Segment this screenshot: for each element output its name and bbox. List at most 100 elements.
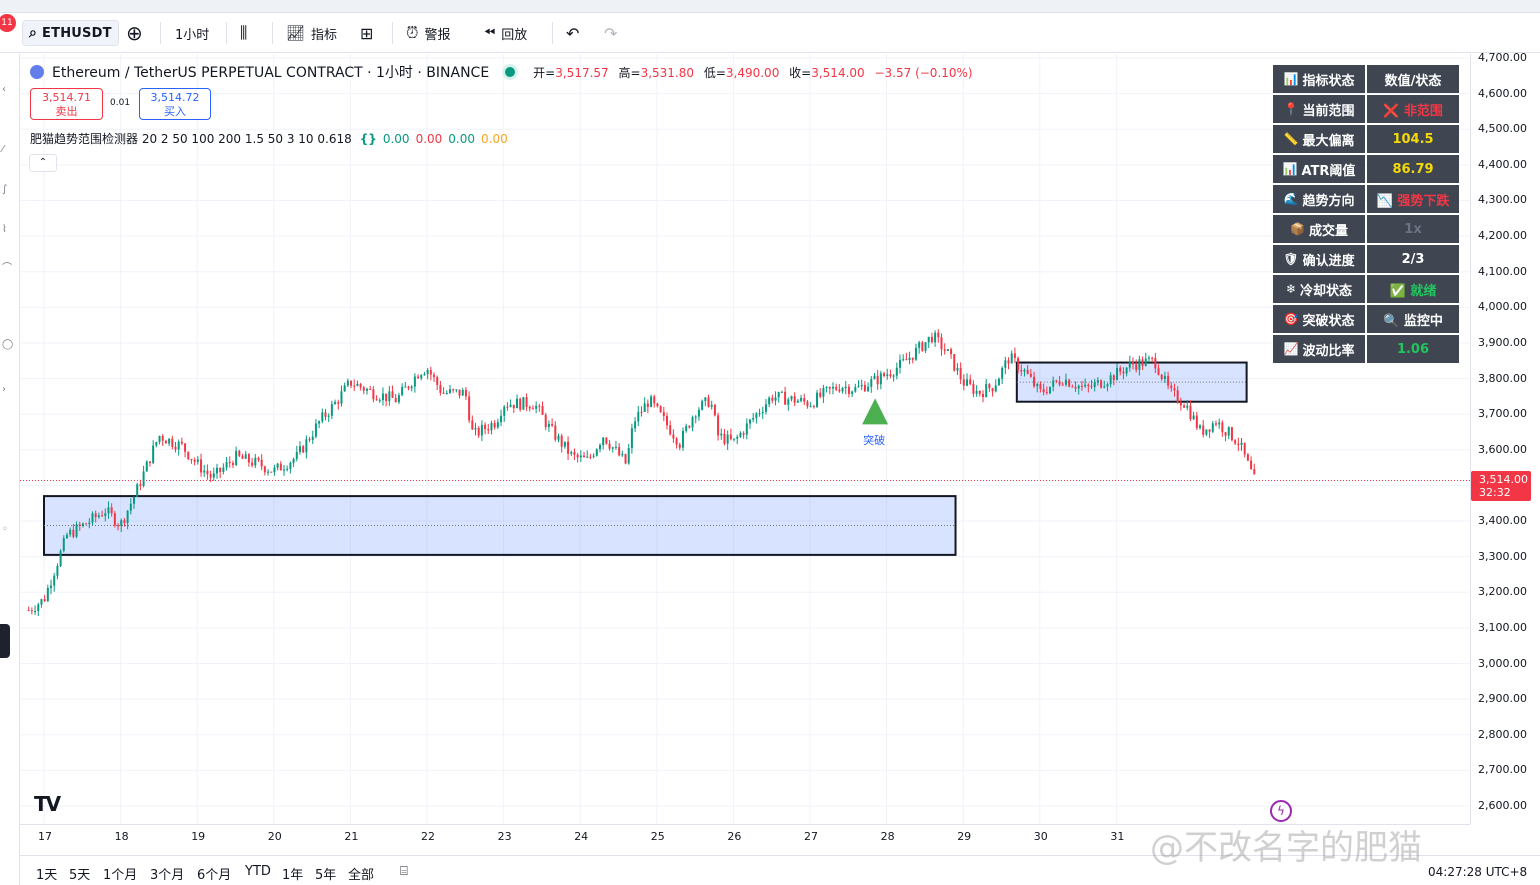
candle-body bbox=[1064, 379, 1067, 385]
undo-button[interactable]: ↶ bbox=[566, 20, 579, 46]
candle-body bbox=[1023, 369, 1026, 372]
tool-lock-button[interactable] bbox=[0, 624, 10, 658]
compare-add-button[interactable]: ⊕ bbox=[126, 20, 143, 46]
candle-body bbox=[452, 389, 455, 391]
range-button[interactable]: 3个月 bbox=[150, 868, 185, 883]
candle-body bbox=[62, 537, 65, 551]
candle-body bbox=[1013, 353, 1016, 358]
candle-body bbox=[643, 403, 646, 412]
tool-brush-icon[interactable]: ⌒ bbox=[2, 263, 12, 274]
header-right: 数值/状态 bbox=[1367, 65, 1459, 93]
candle-body bbox=[314, 423, 317, 437]
candle-body bbox=[688, 425, 691, 428]
range-button[interactable]: 1个月 bbox=[103, 868, 138, 883]
tool-magnet-icon[interactable]: ◦ bbox=[2, 524, 8, 535]
candle-body bbox=[30, 610, 33, 612]
candle-body bbox=[694, 416, 697, 418]
tool-trendline-icon[interactable]: ⁄ bbox=[2, 144, 4, 155]
chart-type-button[interactable]: ⫼ bbox=[240, 20, 247, 46]
candle-body bbox=[53, 575, 56, 586]
candle-body bbox=[1084, 384, 1087, 387]
candle-body bbox=[203, 470, 206, 473]
status-value: 104.5 bbox=[1367, 125, 1459, 153]
candle-body bbox=[627, 448, 630, 464]
interval-button[interactable]: 1小时 bbox=[175, 27, 210, 43]
tool-zoom-icon[interactable]: › bbox=[2, 384, 6, 395]
goto-date-button[interactable]: ⌸ bbox=[400, 864, 408, 879]
collapse-legend-button[interactable]: ⌃ bbox=[29, 154, 57, 172]
candle-body bbox=[1100, 380, 1103, 388]
candle-body bbox=[1154, 358, 1157, 369]
status-row: 📍 当前范围 ❌ 非范围 bbox=[1272, 94, 1460, 124]
range-button[interactable]: YTD bbox=[245, 864, 271, 879]
tool-crosshair-icon[interactable]: ‹ bbox=[2, 84, 6, 95]
candle-body bbox=[1163, 375, 1166, 380]
candle-body bbox=[196, 459, 199, 462]
toolbar-separator bbox=[160, 22, 161, 44]
status-label-text: 最大偏离 bbox=[1302, 133, 1355, 149]
time-tick-label: 26 bbox=[727, 830, 742, 843]
alerts-button[interactable]: ⏰︎ 警报 bbox=[406, 20, 451, 46]
candle-body bbox=[659, 406, 662, 413]
candle-body bbox=[1211, 423, 1214, 432]
market-status-dot[interactable] bbox=[505, 67, 516, 77]
candle-body bbox=[991, 388, 994, 392]
indicator-legend[interactable]: 肥猫趋势范围检测器 20 2 50 100 200 1.5 50 3 10 0.… bbox=[30, 130, 508, 147]
candle-body bbox=[117, 525, 120, 527]
candle-body bbox=[394, 397, 397, 403]
candle-body bbox=[404, 386, 407, 388]
clock[interactable]: 04:27:28 UTC+8 bbox=[1428, 865, 1528, 879]
price-chart-canvas[interactable] bbox=[20, 54, 1470, 824]
sell-button[interactable]: 3,514.71 卖出 bbox=[30, 88, 103, 120]
top-toolbar: ⌕ ETHUSDT ⊕ 1小时 ⫼ 📈︎ 指标 ⊞ ⏰︎ 警报 ⏪︎ 回放 ↶ … bbox=[0, 13, 1540, 53]
templates-button[interactable]: ⊞ bbox=[360, 20, 373, 46]
symbol-search-button[interactable]: ⌕ ETHUSDT bbox=[22, 20, 119, 46]
legend-title[interactable]: Ethereum / TetherUS PERPETUAL CONTRACT ·… bbox=[52, 65, 490, 81]
range-button[interactable]: 6个月 bbox=[197, 868, 232, 883]
low-value: 3,490.00 bbox=[725, 65, 780, 80]
candle-body bbox=[816, 392, 819, 407]
candle-body bbox=[1218, 422, 1221, 425]
candle-body bbox=[464, 389, 467, 397]
candle-body bbox=[276, 463, 279, 468]
range-button[interactable]: 全部 bbox=[348, 868, 375, 883]
candle-body bbox=[46, 587, 49, 602]
candle-body bbox=[94, 513, 97, 518]
time-tick-label: 27 bbox=[804, 830, 818, 843]
price-tick-label: 3,400.00 bbox=[1478, 514, 1527, 528]
redo-button[interactable]: ↷ bbox=[604, 20, 617, 46]
tradingview-logo[interactable]: TV bbox=[34, 792, 61, 816]
candle-body bbox=[187, 451, 190, 460]
candle-body bbox=[1214, 423, 1217, 425]
candle-body bbox=[978, 390, 981, 394]
candle-body bbox=[1001, 367, 1004, 379]
candles-icon: ⫼ bbox=[240, 23, 248, 42]
buy-button[interactable]: 3,514.72 买入 bbox=[139, 88, 211, 120]
range-button[interactable]: 1天 bbox=[36, 868, 58, 883]
candle-body bbox=[378, 400, 381, 402]
replay-button[interactable]: ⏪︎ 回放 bbox=[484, 20, 527, 46]
range-button[interactable]: 5天 bbox=[69, 868, 91, 883]
indicators-button[interactable]: 📈︎ 指标 bbox=[286, 20, 337, 46]
notification-badge[interactable]: 11 bbox=[0, 14, 16, 32]
source-code-icon[interactable]: {} bbox=[359, 131, 377, 146]
candle-body bbox=[704, 397, 707, 401]
tool-fib-icon[interactable]: ∫ bbox=[2, 184, 8, 195]
candle-body bbox=[391, 391, 394, 398]
candle-body bbox=[209, 474, 212, 478]
candle-body bbox=[902, 359, 905, 361]
tool-pattern-icon[interactable]: ⌇ bbox=[2, 224, 7, 235]
range-button[interactable]: 1年 bbox=[282, 868, 304, 883]
candle-body bbox=[605, 437, 608, 444]
candle-body bbox=[1029, 373, 1032, 377]
status-row: 🎯 突破状态 🔍 监控中 bbox=[1272, 304, 1460, 334]
plus-circle-icon: ⊕ bbox=[126, 21, 143, 45]
left-drawing-toolbar: ‹ ⁄ ∫ ⌇ ⌒ ◯ › ◦ bbox=[0, 54, 20, 885]
lightning-icon[interactable]: ϟ bbox=[1270, 800, 1292, 822]
candle-body bbox=[247, 454, 250, 463]
candle-body bbox=[710, 404, 713, 407]
range-button[interactable]: 5年 bbox=[315, 868, 337, 883]
status-label-text: 突破状态 bbox=[1302, 313, 1355, 329]
tool-measure-icon[interactable]: ◯ bbox=[2, 339, 14, 350]
candle-body bbox=[650, 396, 653, 407]
